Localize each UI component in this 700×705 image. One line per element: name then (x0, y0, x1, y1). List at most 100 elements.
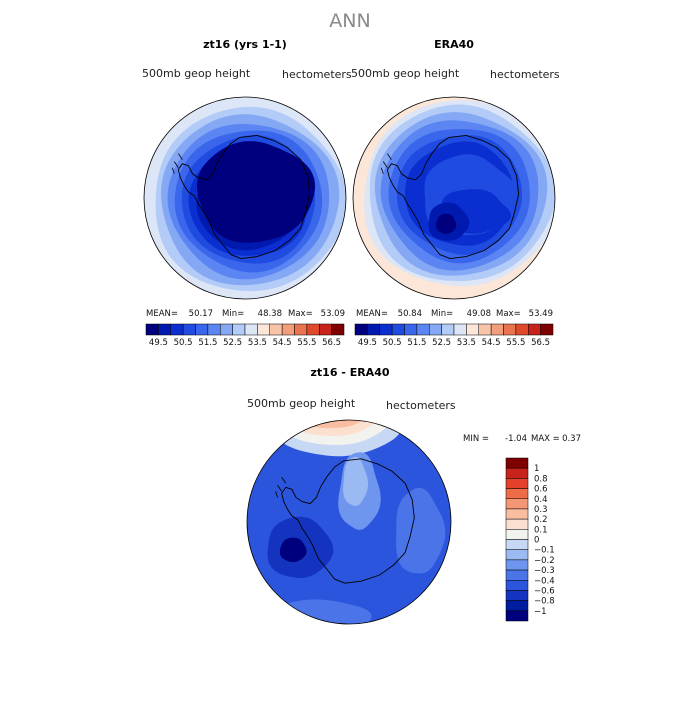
panel-reference-map-border (352, 96, 556, 300)
panel-reference-colorbar-box-13 (515, 323, 529, 336)
panel-difference-variable-label: 500mb geop height (247, 397, 356, 410)
panel-reference-min-value: 49.08 (467, 309, 491, 319)
panel-difference-colorbar-label-14: −1 (534, 607, 547, 617)
panel-model-colorbar-box-5 (207, 323, 221, 336)
panel-difference-colorbar-box-14 (505, 600, 529, 612)
panel-difference-map (247, 420, 451, 624)
panel-model-mean-value: 50.17 (189, 309, 213, 319)
panel-model-colorbar-box-8 (244, 323, 258, 336)
panel-model-colorbar-box-15 (331, 323, 345, 336)
panel-reference-colorbar-box-4 (404, 323, 418, 336)
panel-difference-colorbar-label-7: 0 (534, 536, 539, 546)
panel-difference-colorbar-box-11 (505, 569, 529, 581)
panel-model-coastline (177, 134, 311, 260)
panel-difference-colorbar-box-0 (505, 457, 529, 469)
panel-difference-colorbar-label-10: −0.3 (534, 566, 555, 576)
panel-difference-min-label: MIN = (463, 434, 489, 444)
panel-reference-colorbar-label-3: 52.5 (432, 338, 451, 348)
panel-reference-colorbar-box-12 (503, 323, 517, 336)
panel-model-colorbar-box-7 (232, 323, 246, 336)
panel-model-colorbar-box-1 (158, 323, 172, 336)
panel-difference-min-value: -1.04 (505, 434, 527, 444)
panel-difference-east (396, 487, 446, 574)
panel-difference-stats: MIN = -1.04 MAX = 0.37 (463, 434, 581, 444)
panel-reference-island-2 (380, 167, 384, 174)
panel-model-colorbar-label-4: 53.5 (248, 338, 267, 348)
panel-model-colorbar-box-11 (281, 323, 295, 336)
panel-reference-colorbar-box-11 (490, 323, 504, 336)
panel-model-colorbar-box-0 (145, 323, 159, 336)
panel-reference-mean-label: MEAN= (356, 309, 388, 319)
panel-model-max-value: 53.09 (321, 309, 345, 319)
panel-model-colorbar-box-14 (319, 323, 332, 336)
panel-model-units-label: hectometers (282, 68, 352, 81)
panel-model-colorbar: 49.5 50.5 51.5 52.5 53.5 54.5 55.5 56.5 (145, 323, 345, 348)
panel-reference-colorbar-box-0 (354, 323, 368, 336)
panel-reference-variable-label: 500mb geop height (351, 67, 460, 80)
panel-difference-colorbar-label-3: 0.4 (534, 495, 548, 505)
panel-difference-colorbar-box-5 (505, 508, 529, 520)
panel-reference-colorbar-box-15 (540, 323, 554, 336)
panel-model-colorbar-box-2 (170, 323, 184, 336)
panel-reference-colorbar-label-5: 54.5 (482, 338, 501, 348)
panel-model: zt16 (yrs 1-1) 500mb geop height hectome… (142, 38, 352, 348)
panel-difference-island-0 (281, 476, 287, 484)
panel-reference-colorbar-label-7: 56.5 (531, 338, 550, 348)
panel-model-colorbar-box-3 (182, 323, 196, 336)
panel-difference-colorbar-box-7 (505, 529, 529, 540)
panel-reference-colorbar-box-3 (391, 323, 405, 336)
panel-difference-colorbar-box-9 (505, 549, 529, 561)
panel-reference-mean-value: 50.84 (398, 309, 422, 319)
panel-reference-map (353, 97, 555, 299)
panel-difference-colorbar-label-2: 0.6 (534, 485, 548, 495)
panel-model-colorbar-box-9 (257, 323, 271, 336)
panel-model-colorbar-label-1: 50.5 (174, 338, 193, 348)
panel-model-colorbar-label-3: 52.5 (223, 338, 242, 348)
panel-model-stats: MEAN= 50.17 Min= 48.38 Max= 53.09 (146, 309, 345, 319)
panel-reference-low-core (435, 213, 457, 234)
panel-difference-island-2 (275, 491, 278, 498)
panel-difference-colorbar-label-0: 1 (534, 464, 539, 474)
panel-difference-colorbar-box-3 (505, 488, 529, 499)
panel-model-colorbar-label-7: 56.5 (322, 338, 341, 348)
panel-model-colorbar-label-2: 51.5 (198, 338, 217, 348)
panel-model-title: zt16 (yrs 1-1) (203, 38, 287, 51)
panel-model-island-0 (178, 153, 183, 160)
panel-model-colorbar-box-4 (195, 323, 209, 336)
panel-difference-colorbar-label-1: 0.8 (534, 474, 548, 484)
panel-model-colorbar-label-5: 54.5 (273, 338, 292, 348)
panel-reference-colorbar: 49.5 50.5 51.5 52.5 53.5 54.5 55.5 56.5 (354, 323, 554, 348)
panel-reference-colorbar-box-2 (379, 323, 393, 336)
panel-difference-colorbar-box-1 (505, 467, 529, 479)
panel-reference-units-label: hectometers (490, 68, 560, 81)
panel-difference-colorbar: 10.80.60.40.30.20.10−0.1−0.2−0.3−0.4−0.6… (505, 457, 555, 622)
panel-reference-colorbar-label-2: 51.5 (407, 338, 426, 348)
panel-reference-max-value: 53.49 (529, 309, 553, 319)
panel-model-colorbar-label-6: 55.5 (297, 338, 316, 348)
panel-reference-colorbar-box-14 (528, 323, 541, 336)
panel-reference-island-1 (382, 161, 388, 168)
panel-reference-colorbar-box-10 (478, 323, 492, 336)
panel-difference-colorbar-label-13: −0.8 (534, 597, 555, 607)
panel-model-colorbar-label-0: 49.5 (149, 338, 168, 348)
panel-difference-units-label: hectometers (386, 399, 456, 412)
panel-model-colorbar-box-12 (294, 323, 308, 336)
panel-model-max-label: Max= (288, 309, 313, 319)
panel-model-colorbar-box-10 (269, 323, 283, 336)
panel-difference-colorbar-label-5: 0.2 (534, 515, 548, 525)
panel-reference-coastline (386, 134, 520, 260)
panel-model-core (197, 141, 316, 243)
panel-difference-colorbar-label-4: 0.3 (534, 505, 548, 515)
panel-difference-colorbar-box-6 (505, 518, 529, 530)
panel-reference-island-0 (387, 153, 392, 160)
panel-model-island-2 (171, 167, 175, 174)
panel-difference: zt16 - ERA40 500mb geop height hectomete… (246, 366, 581, 625)
panel-difference-max-value: 0.37 (562, 434, 581, 444)
panel-reference-colorbar-label-1: 50.5 (383, 338, 402, 348)
panel-reference-title: ERA40 (434, 38, 474, 51)
panel-model-min-value: 48.38 (258, 309, 282, 319)
panel-difference-colorbar-label-9: −0.2 (534, 556, 555, 566)
panel-difference-colorbar-label-6: 0.1 (534, 525, 548, 535)
figure-title: ANN (329, 10, 370, 32)
